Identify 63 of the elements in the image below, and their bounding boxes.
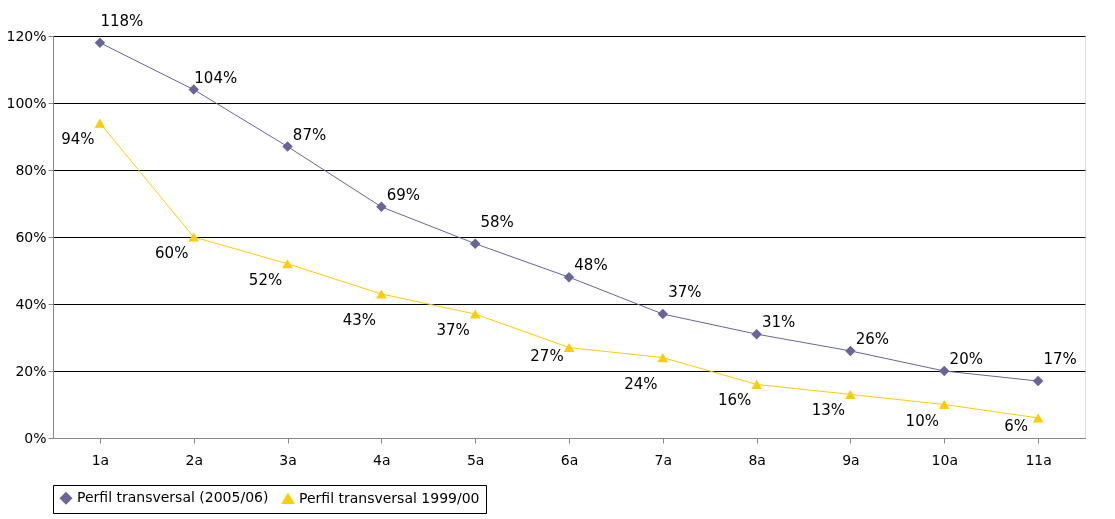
x-tick-label: 8a xyxy=(748,451,766,468)
data-label: 6% xyxy=(1004,416,1028,435)
data-label: 58% xyxy=(480,212,514,231)
data-label: 48% xyxy=(574,256,608,275)
point xyxy=(188,84,199,95)
point xyxy=(845,345,856,357)
data-label: 52% xyxy=(248,270,283,289)
data-label: 24% xyxy=(624,374,658,393)
data-label: 20% xyxy=(949,350,983,368)
x-tick-label: 11a xyxy=(1025,451,1052,468)
x-tick-label: 7a xyxy=(654,451,673,468)
point xyxy=(657,308,669,320)
point xyxy=(282,259,293,269)
data-label: 60% xyxy=(155,244,189,262)
data-label: 17% xyxy=(1043,350,1077,369)
x-tick-label: 1a xyxy=(91,451,110,468)
point xyxy=(1032,413,1044,423)
y-tick-label: 40% xyxy=(15,295,47,312)
x-tick-label: 5a xyxy=(466,451,485,468)
data-label: 16% xyxy=(717,391,752,410)
data-label: 10% xyxy=(905,411,939,430)
y-tick-label: 80% xyxy=(15,161,47,178)
point xyxy=(94,118,106,128)
x-tick-label: 2a xyxy=(185,451,203,468)
point xyxy=(94,37,106,48)
data-label: 27% xyxy=(530,346,564,365)
y-tick-label: 120% xyxy=(6,27,47,44)
data-label: 104% xyxy=(194,68,238,87)
point xyxy=(657,353,669,363)
data-label: 94% xyxy=(61,130,95,149)
point xyxy=(939,365,950,377)
data-label: 118% xyxy=(100,11,144,30)
point xyxy=(563,343,575,353)
y-tick-label: 100% xyxy=(6,94,47,111)
x-tick-label: 6a xyxy=(560,451,579,468)
data-label: 26% xyxy=(855,329,890,348)
data-label: 37% xyxy=(668,283,702,302)
data-label: 87% xyxy=(292,125,327,144)
x-tick-label: 10a xyxy=(931,451,958,468)
point xyxy=(282,141,293,152)
legend-label: Perfil transversal 1999/00 xyxy=(299,489,480,506)
point xyxy=(469,238,481,249)
y-tick-label: 20% xyxy=(15,362,47,379)
point xyxy=(751,328,762,340)
y-tick-label: 0% xyxy=(24,429,47,446)
y-tick-label: 60% xyxy=(15,228,47,245)
point xyxy=(1032,375,1044,387)
point xyxy=(939,399,950,410)
point xyxy=(469,309,481,319)
point xyxy=(376,201,387,213)
data-label: 69% xyxy=(386,185,421,204)
data-label: 13% xyxy=(811,401,846,420)
x-tick-label: 9a xyxy=(842,451,860,468)
data-label: 43% xyxy=(342,310,377,329)
x-tick-label: 4a xyxy=(373,451,391,468)
point xyxy=(563,271,575,283)
point xyxy=(845,389,856,399)
legend-label: Perfil transversal (2005/06) xyxy=(77,489,269,506)
x-tick-label: 3a xyxy=(279,451,297,468)
data-label: 31% xyxy=(761,313,796,332)
point xyxy=(188,232,199,242)
point xyxy=(751,379,762,389)
data-label: 37% xyxy=(436,321,470,340)
